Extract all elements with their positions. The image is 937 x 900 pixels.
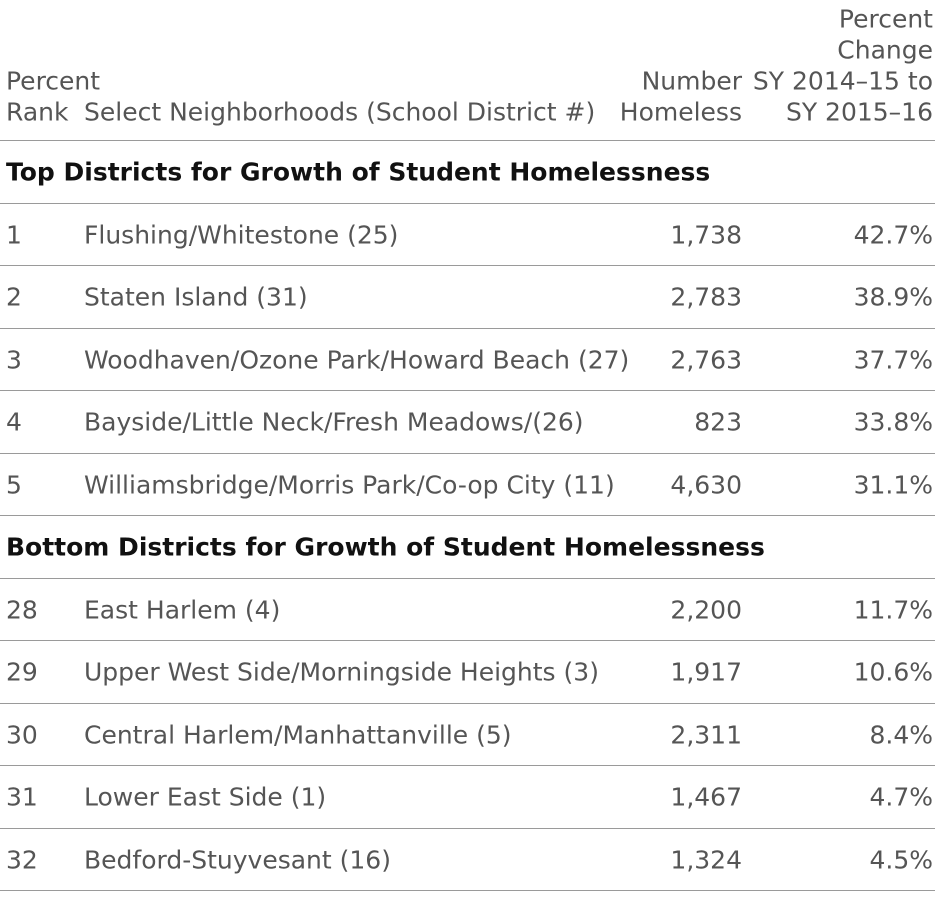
table-cell: Lower East Side (1) [84, 782, 327, 812]
row-rule [0, 890, 935, 891]
header-cell: Percent [6, 66, 101, 96]
row-rule [0, 390, 935, 391]
table-cell: 29 [6, 657, 38, 687]
table-cell: 37.7% [853, 345, 933, 375]
row-rule [0, 202, 935, 204]
header-cell: Homeless [619, 97, 742, 127]
table-cell: Upper West Side/Morningside Heights (3) [84, 657, 599, 687]
row-rule [0, 515, 935, 516]
table-cell: 42.7% [853, 220, 933, 250]
row-rule [0, 452, 935, 454]
table-cell: 2 [6, 282, 22, 312]
table-cell: Bedford-Stuyvesant (16) [84, 845, 391, 875]
header-rule [0, 140, 935, 141]
table-cell: 2,311 [670, 720, 742, 750]
table-cell: 32 [6, 845, 38, 875]
row-rule [0, 577, 935, 579]
table-cell: 1,467 [670, 782, 742, 812]
table-cell: 1,738 [670, 220, 742, 250]
row-rule [0, 640, 935, 641]
table-cell: 4 [6, 407, 22, 437]
table-cell: 5 [6, 470, 22, 500]
table-cell: Williamsbridge/Morris Park/Co-op City (1… [84, 470, 615, 500]
table-cell: 2,200 [670, 595, 742, 625]
table-cell: 11.7% [853, 595, 933, 625]
header-cell: SY 2015–16 [785, 97, 933, 127]
table-cell: East Harlem (4) [84, 595, 281, 625]
table-cell: 28 [6, 595, 38, 625]
row-rule [0, 827, 935, 829]
header-cell: Rank [6, 97, 69, 127]
table-cell: 10.6% [853, 657, 933, 687]
table-cell: 8.4% [869, 720, 933, 750]
table-cell: 31.1% [853, 470, 933, 500]
section-title: Bottom Districts for Growth of Student H… [6, 532, 765, 562]
table-cell: 3 [6, 345, 22, 375]
table-cell: 4.7% [869, 782, 933, 812]
table-cell: Woodhaven/Ozone Park/Howard Beach (27) [84, 345, 630, 375]
table-cell: 4,630 [670, 470, 742, 500]
table-cell: 2,783 [670, 282, 742, 312]
row-rule [0, 702, 935, 704]
row-rule [0, 765, 935, 766]
table-cell: 31 [6, 782, 38, 812]
table-cell: Central Harlem/Manhattanville (5) [84, 720, 512, 750]
row-rule [0, 327, 935, 329]
table-cell: Bayside/Little Neck/Fresh Meadows/(26) [84, 407, 584, 437]
table-cell: 4.5% [869, 845, 933, 875]
table-cell: 30 [6, 720, 38, 750]
header-cell: Number [641, 66, 742, 96]
header-cell: Select Neighborhoods (School District #) [84, 97, 596, 127]
section-title: Top Districts for Growth of Student Home… [6, 157, 711, 187]
table-cell: 1,324 [670, 845, 742, 875]
header-cell: Percent [838, 4, 933, 34]
table-cell: Staten Island (31) [84, 282, 308, 312]
table-cell: Flushing/Whitestone (25) [84, 220, 399, 250]
table-cell: 2,763 [670, 345, 742, 375]
row-rule [0, 265, 935, 266]
table-cell: 823 [694, 407, 742, 437]
table-cell: 38.9% [853, 282, 933, 312]
header-cell: SY 2014–15 to [752, 66, 933, 96]
table-cell: 1 [6, 220, 22, 250]
table-cell: 1,917 [670, 657, 742, 687]
header-cell: Change [837, 35, 933, 65]
table-cell: 33.8% [853, 407, 933, 437]
